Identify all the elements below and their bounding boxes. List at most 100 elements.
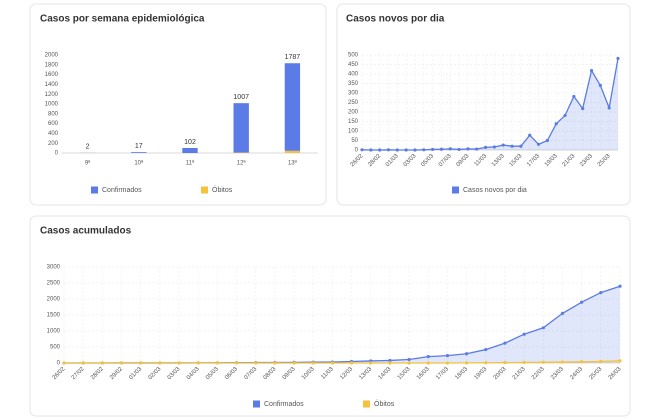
point bbox=[369, 148, 373, 152]
point bbox=[572, 94, 576, 99]
point bbox=[457, 147, 461, 152]
point bbox=[599, 359, 603, 364]
point bbox=[369, 361, 373, 365]
x-tick-label: 11ª bbox=[186, 160, 195, 167]
y-tick-label: 200 bbox=[48, 141, 59, 147]
legend-label: Confirmados bbox=[264, 401, 304, 408]
point bbox=[483, 145, 488, 149]
point bbox=[413, 148, 417, 152]
point bbox=[426, 355, 430, 359]
bar bbox=[131, 152, 147, 153]
y-tick-label: 50 bbox=[351, 138, 358, 144]
y-tick-label: 250 bbox=[348, 100, 359, 106]
point bbox=[541, 360, 545, 364]
point bbox=[589, 68, 594, 73]
legend-label: Óbitos bbox=[374, 399, 395, 408]
point bbox=[445, 354, 450, 358]
line bbox=[64, 360, 621, 364]
y-tick-label: 0 bbox=[55, 151, 59, 157]
point bbox=[503, 341, 507, 345]
y-tick-label: 2000 bbox=[47, 297, 61, 303]
point bbox=[465, 352, 469, 356]
point bbox=[360, 148, 364, 152]
point bbox=[475, 147, 479, 151]
y-tick-label: 1000 bbox=[47, 329, 61, 335]
point bbox=[448, 147, 452, 151]
point bbox=[510, 144, 514, 148]
y-tick-label: 300 bbox=[348, 91, 359, 97]
chart-title: Casos acumulados bbox=[40, 226, 132, 237]
point bbox=[554, 122, 558, 126]
point bbox=[560, 360, 565, 364]
point bbox=[522, 332, 526, 336]
x-tick-label: 13ª bbox=[288, 160, 298, 167]
y-tick-label: 3000 bbox=[47, 265, 61, 271]
data-label: 17 bbox=[135, 143, 143, 150]
point bbox=[501, 143, 505, 147]
legend-swatch bbox=[253, 400, 260, 408]
legend-label: Confirmados bbox=[102, 187, 142, 194]
point bbox=[177, 361, 181, 365]
point bbox=[522, 360, 526, 365]
point bbox=[273, 361, 277, 365]
area bbox=[64, 360, 620, 363]
y-tick-label: 600 bbox=[48, 121, 59, 127]
point bbox=[330, 361, 335, 365]
point bbox=[292, 361, 296, 365]
point bbox=[311, 361, 315, 365]
x-tick-label: 10ª bbox=[134, 160, 144, 167]
y-tick-label: 450 bbox=[348, 62, 359, 68]
data-label: 2 bbox=[86, 144, 90, 151]
bar bbox=[284, 63, 301, 151]
y-tick-label: 2000 bbox=[45, 53, 59, 59]
y-tick-label: 1400 bbox=[45, 82, 59, 88]
data-label: 102 bbox=[184, 139, 196, 146]
point bbox=[139, 361, 143, 365]
data-label: 1007 bbox=[233, 94, 249, 101]
point bbox=[431, 147, 435, 152]
legend-swatch bbox=[201, 186, 208, 194]
y-tick-label: 100 bbox=[348, 129, 359, 135]
y-tick-label: 500 bbox=[348, 53, 359, 59]
point bbox=[466, 147, 470, 151]
panel bbox=[29, 215, 631, 417]
point bbox=[581, 106, 585, 111]
point bbox=[465, 361, 469, 365]
y-tick-label: 1000 bbox=[45, 102, 59, 108]
point bbox=[388, 358, 392, 363]
point bbox=[598, 83, 602, 87]
y-tick-label: 1800 bbox=[45, 62, 59, 68]
y-tick-label: 400 bbox=[48, 131, 59, 137]
point bbox=[560, 311, 565, 315]
y-tick-label: 150 bbox=[348, 119, 359, 125]
point bbox=[618, 359, 622, 363]
legend-swatch bbox=[91, 186, 98, 194]
y-tick-label: 1600 bbox=[45, 72, 59, 78]
y-tick-label: 350 bbox=[348, 81, 359, 87]
legend-label: Casos novos por dia bbox=[463, 187, 527, 194]
point bbox=[349, 361, 354, 365]
point bbox=[492, 145, 497, 149]
x-tick-label: 9ª bbox=[85, 160, 91, 167]
panel bbox=[336, 3, 631, 206]
y-tick-label: 2500 bbox=[47, 281, 61, 287]
panel bbox=[29, 3, 327, 206]
point bbox=[404, 148, 408, 152]
point bbox=[536, 142, 541, 146]
point bbox=[541, 326, 545, 330]
x-tick-label: 12ª bbox=[237, 160, 247, 167]
y-tick-label: 0 bbox=[355, 148, 359, 154]
area bbox=[64, 286, 620, 363]
point bbox=[407, 361, 411, 365]
point bbox=[386, 148, 391, 152]
point bbox=[426, 361, 430, 365]
point bbox=[158, 361, 162, 365]
chart-title: Casos novos por dia bbox=[346, 14, 445, 25]
point bbox=[484, 361, 488, 365]
point bbox=[445, 361, 450, 365]
y-tick-label: 1200 bbox=[45, 92, 59, 98]
point bbox=[528, 133, 532, 137]
y-tick-label: 400 bbox=[348, 72, 359, 78]
point bbox=[580, 360, 584, 364]
